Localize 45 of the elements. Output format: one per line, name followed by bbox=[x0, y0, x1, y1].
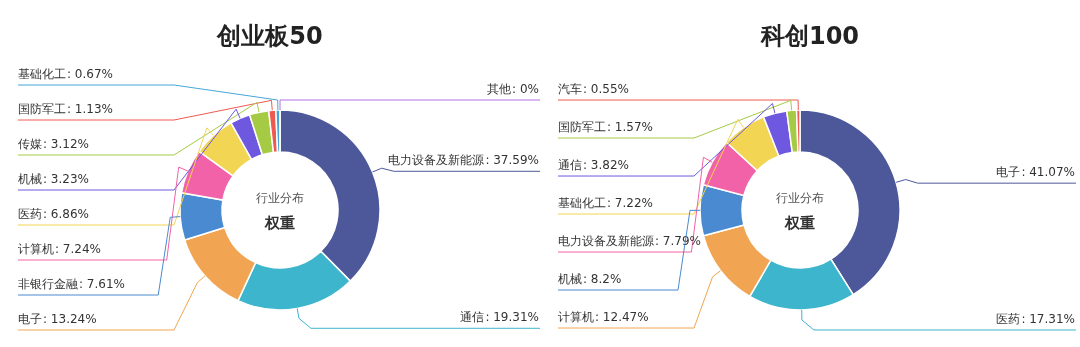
slice-label: 通信 bbox=[558, 158, 582, 173]
slice-label: 电力设备及新能源 bbox=[388, 153, 485, 168]
chart-title: 创业板50 bbox=[216, 22, 323, 50]
slice-label: 传媒 bbox=[18, 137, 42, 151]
data-label: : 13.24% bbox=[43, 312, 97, 326]
data-label: : 7.61% bbox=[79, 277, 125, 291]
text: 权重 bbox=[264, 214, 295, 232]
chart-title: 科创100 bbox=[759, 22, 860, 50]
text: : 0% bbox=[512, 82, 539, 96]
data-label: : 17.31% bbox=[1021, 311, 1075, 326]
text: 行业分布 bbox=[776, 191, 824, 205]
slice-label: 非银行金融 bbox=[18, 277, 78, 291]
data-label: : 1.13% bbox=[67, 102, 113, 116]
slice-label: 通信 bbox=[460, 310, 485, 325]
data-label: : 7.24% bbox=[55, 242, 101, 256]
slice-label: 医药 bbox=[996, 311, 1021, 326]
data-label: : 7.22% bbox=[607, 196, 653, 211]
slice-label: 医药 bbox=[18, 207, 42, 221]
data-label: : 0.55% bbox=[583, 82, 629, 97]
slice-label: 电子 bbox=[996, 165, 1021, 180]
slice-label: 机械 bbox=[18, 172, 42, 186]
data-label: : 3.82% bbox=[583, 158, 629, 173]
data-label: : 0.67% bbox=[67, 67, 113, 81]
text: 权重 bbox=[784, 214, 815, 232]
data-label: : 8.2% bbox=[583, 272, 622, 287]
category-label: 其他 bbox=[487, 82, 512, 96]
data-label: : 6.86% bbox=[43, 207, 89, 221]
slice-label: 国防军工 bbox=[18, 102, 66, 116]
slice-label: 汽车 bbox=[558, 82, 582, 97]
slice-label: 计算机 bbox=[18, 242, 54, 256]
slice-label: 基础化工 bbox=[558, 196, 606, 211]
slice-label: 电子 bbox=[18, 312, 42, 326]
text: 行业分布 bbox=[256, 191, 304, 205]
slice-label: 机械 bbox=[558, 272, 582, 287]
data-label: : 3.23% bbox=[43, 172, 89, 186]
data-label: : 37.59% bbox=[485, 153, 539, 168]
slice-label: 基础化工 bbox=[18, 67, 66, 81]
data-label: : 41.07% bbox=[1021, 165, 1075, 180]
data-label: : 3.12% bbox=[43, 137, 89, 151]
slice-label: 电力设备及新能源 bbox=[558, 234, 654, 249]
data-label: : 19.31% bbox=[485, 310, 539, 325]
slice-label: 国防军工 bbox=[558, 120, 606, 135]
data-label: : 1.57% bbox=[607, 120, 653, 135]
slice-label: 计算机 bbox=[558, 310, 594, 325]
data-label: : 12.47% bbox=[595, 310, 649, 325]
